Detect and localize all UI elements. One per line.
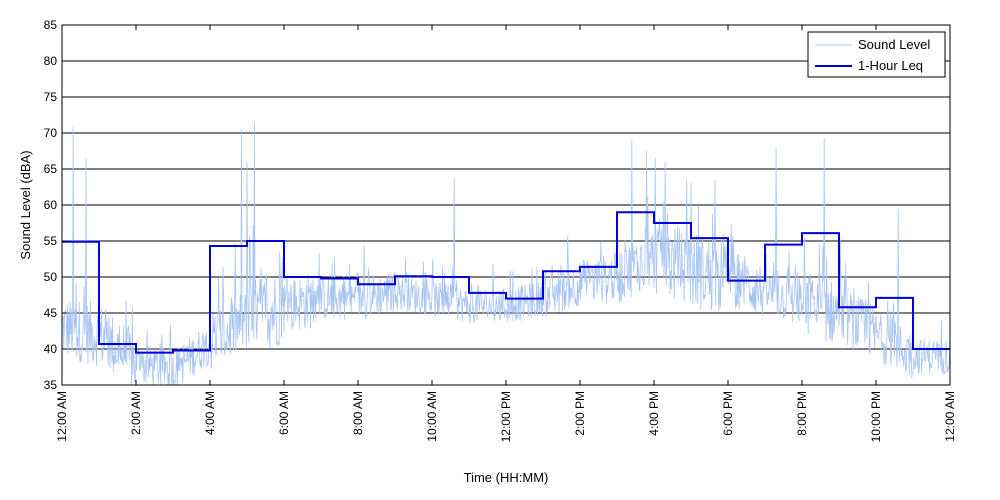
series-1-hour-leq [62, 211, 950, 354]
legend-label-leq: 1-Hour Leq [858, 58, 923, 73]
legend-box [807, 31, 946, 78]
y-tick-label: 45 [44, 306, 58, 320]
x-tick-label: 12:00 AM [943, 391, 957, 442]
y-tick-label: 50 [44, 270, 58, 284]
y-tick-label: 55 [44, 234, 58, 248]
x-tick-label: 4:00 AM [203, 391, 217, 435]
y-axis: 35 40 45 50 55 60 65 70 75 80 85 [44, 18, 950, 392]
y-axis-title: Sound Level (dBA) [18, 150, 33, 259]
x-tick-label: 10:00 PM [869, 391, 883, 442]
x-tick-label: 4:00 PM [647, 391, 661, 436]
y-tick-label: 80 [44, 54, 58, 68]
series-layer [61, 122, 951, 386]
y-tick-label: 85 [44, 18, 58, 32]
x-tick-label: 8:00 AM [351, 391, 365, 435]
plot-area [61, 24, 951, 386]
x-tick-label: 2:00 PM [573, 391, 587, 436]
y-tick-label: 60 [44, 198, 58, 212]
y-tick-label: 75 [44, 90, 58, 104]
x-axis-title: Time (HH:MM) [464, 470, 549, 485]
x-tick-label: 6:00 AM [277, 391, 291, 435]
y-tick-label: 65 [44, 162, 58, 176]
x-tick-label: 12:00 PM [499, 391, 513, 442]
y-tick-label: 40 [44, 342, 58, 356]
x-tick-label: 2:00 AM [129, 391, 143, 435]
x-tick-label: 8:00 PM [795, 391, 809, 436]
legend-label-sound-level: Sound Level [858, 37, 930, 52]
x-tick-label: 12:00 AM [55, 391, 69, 442]
x-tick-label: 10:00 AM [425, 391, 439, 442]
x-tick-label: 6:00 PM [721, 391, 735, 436]
y-tick-label: 35 [44, 378, 58, 392]
x-axis: 12:00 AM 2:00 AM 4:00 AM 6:00 AM 8:00 AM 10:0… [55, 25, 957, 442]
legend: Sound Level 1-Hour Leq [807, 31, 946, 78]
y-tick-label: 70 [44, 126, 58, 140]
